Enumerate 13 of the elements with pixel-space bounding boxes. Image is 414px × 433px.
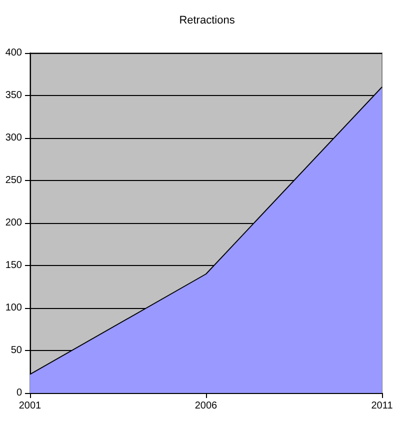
- y-tick-label: 250: [5, 175, 22, 186]
- y-tick-label: 150: [5, 260, 22, 271]
- chart-title: Retractions: [179, 14, 236, 26]
- y-tick-label: 100: [5, 302, 22, 314]
- x-tick-label: 2001: [18, 400, 42, 412]
- y-tick-label: 300: [5, 132, 22, 144]
- x-tick-label: 2011: [371, 400, 394, 412]
- x-tick-label: 2006: [194, 400, 218, 412]
- y-tick-label: 350: [5, 90, 22, 101]
- y-tick-label: 200: [5, 218, 22, 228]
- y-tick-label: 0: [16, 388, 22, 398]
- y-tick-label: 50: [10, 345, 22, 356]
- y-tick-label: 400: [5, 48, 22, 58]
